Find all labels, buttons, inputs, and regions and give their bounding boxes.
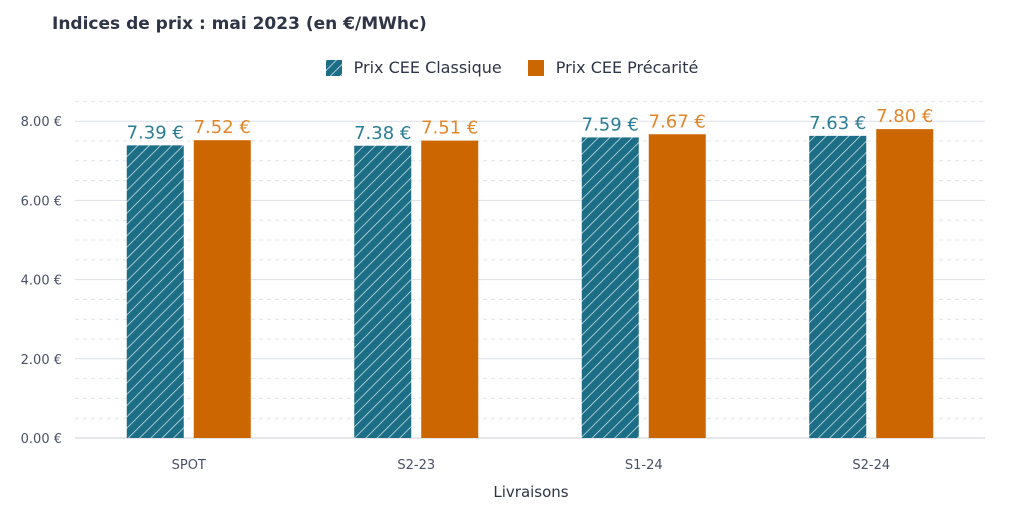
data-label: 7.39 € [127, 122, 184, 143]
data-label: 7.67 € [649, 111, 706, 132]
y-tick-label: 2.00 € [21, 353, 62, 368]
x-tick-label: SPOT [172, 458, 206, 473]
y-tick-label: 0.00 € [21, 432, 62, 447]
data-label: 7.80 € [876, 106, 933, 127]
x-tick-label: S2-24 [852, 458, 890, 473]
data-label: 7.52 € [194, 117, 251, 138]
x-axis-label: Livraisons [493, 483, 568, 501]
bar-precarite-s2-24[interactable] [876, 129, 934, 438]
y-tick-label: 4.00 € [21, 274, 62, 289]
legend: Prix CEE Classique Prix CEE Précarité [0, 58, 1024, 77]
chart-title: Indices de prix : mai 2023 (en €/MWhc) [52, 14, 427, 34]
y-tick-label: 6.00 € [21, 194, 62, 209]
x-tick-label: S2-23 [397, 458, 435, 473]
bar-classique-spot[interactable] [126, 145, 184, 438]
y-tick-label: 8.00 € [21, 115, 62, 130]
data-label: 7.51 € [421, 118, 478, 139]
bar-precarite-spot[interactable] [193, 140, 251, 438]
bar-precarite-s1-24[interactable] [648, 134, 706, 438]
data-label: 7.63 € [809, 113, 866, 134]
bar-precarite-s2-23[interactable] [421, 140, 479, 438]
bar-classique-s2-23[interactable] [354, 145, 412, 438]
legend-label-precarite: Prix CEE Précarité [555, 58, 699, 77]
legend-item-classique[interactable]: Prix CEE Classique [325, 58, 502, 77]
x-tick-label: S1-24 [625, 458, 663, 473]
bar-classique-s1-24[interactable] [581, 137, 639, 438]
legend-item-precarite[interactable]: Prix CEE Précarité [527, 58, 699, 77]
data-label: 7.59 € [582, 114, 639, 135]
data-label: 7.38 € [354, 123, 411, 144]
legend-swatch-precarite [527, 59, 544, 76]
legend-label-classique: Prix CEE Classique [353, 58, 502, 77]
legend-swatch-classique [325, 59, 342, 76]
bar-classique-s2-24[interactable] [809, 135, 867, 439]
